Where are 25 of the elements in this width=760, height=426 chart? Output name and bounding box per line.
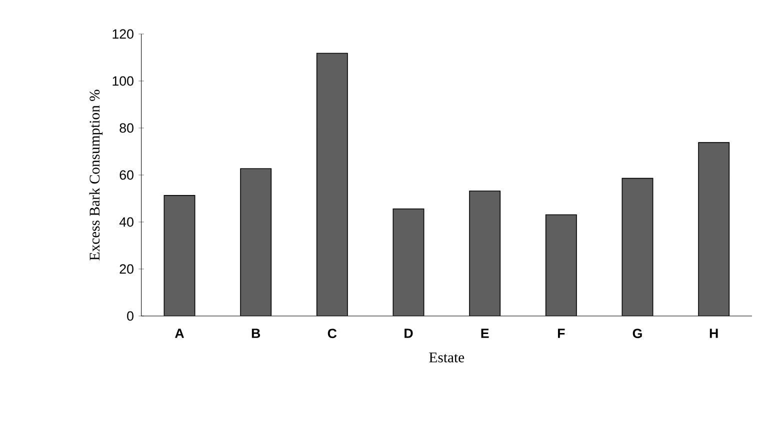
y-tick-label: 40 <box>119 217 134 227</box>
y-axis-title: Excess Bark Consumption % <box>89 90 103 260</box>
y-tick-label: 100 <box>112 76 134 86</box>
bar <box>698 142 730 316</box>
bar <box>622 178 654 316</box>
x-tick-label: E <box>481 328 489 338</box>
x-tick-label: F <box>558 328 565 338</box>
x-tick-label: B <box>252 328 260 338</box>
y-tick-label: 0 <box>127 311 134 321</box>
y-tick-label: 120 <box>112 29 134 39</box>
bar <box>392 208 424 316</box>
bar <box>545 214 577 316</box>
x-tick-label: D <box>404 328 413 338</box>
x-tick-label: H <box>710 328 718 338</box>
bar <box>316 52 348 316</box>
x-axis-title: Estate <box>429 352 464 362</box>
x-tick-label: G <box>632 328 642 338</box>
x-tick-label: C <box>328 328 337 338</box>
bar <box>240 168 272 316</box>
y-tick-label: 60 <box>120 170 134 180</box>
bar <box>469 190 501 316</box>
bar <box>164 195 196 316</box>
x-tick-label: A <box>175 328 184 338</box>
y-tick-label: 80 <box>120 123 134 133</box>
y-tick-label: 20 <box>120 264 134 274</box>
